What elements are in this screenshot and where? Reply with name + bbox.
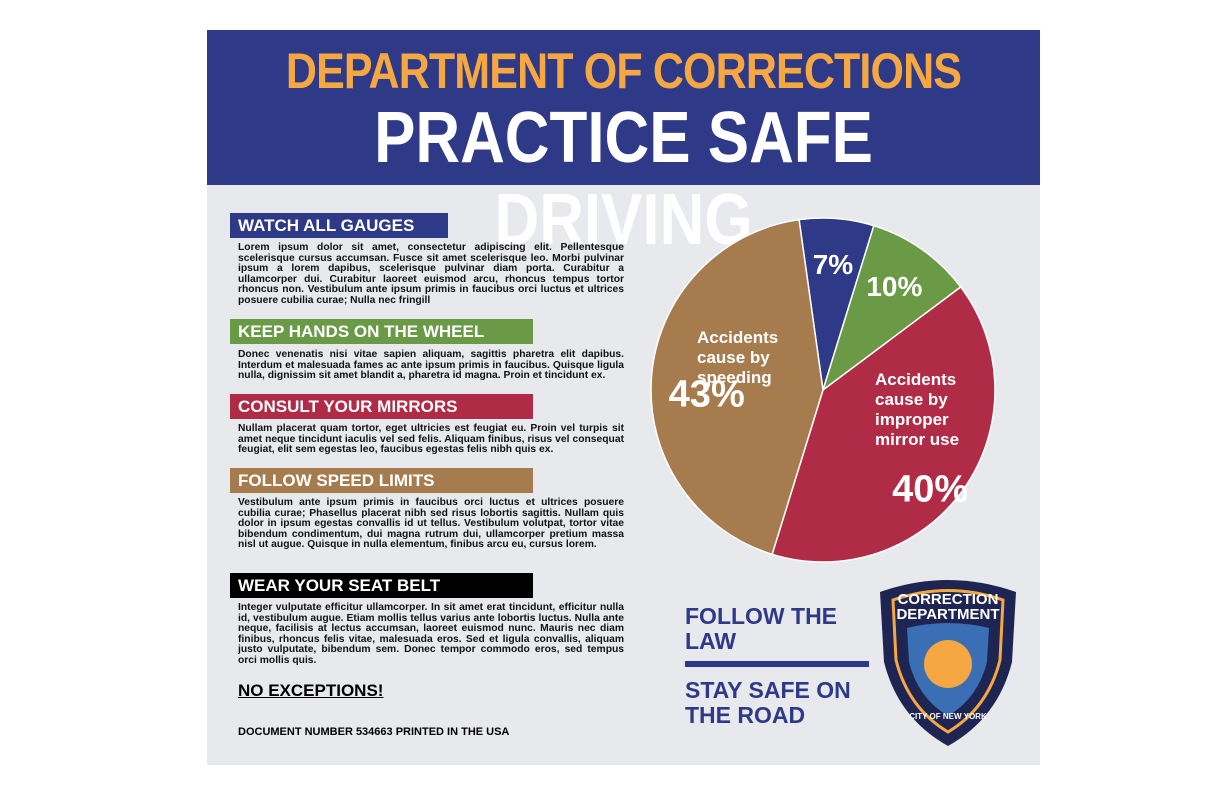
pie-slice: [771, 285, 996, 563]
value-label: 10%: [866, 271, 922, 302]
section-body: Donec venenatis nisi vitae sapien aliqua…: [238, 349, 624, 382]
category-label: Accidents cause by improper mirror use: [875, 370, 960, 449]
pie-slice: [650, 218, 824, 556]
section-body: Integer vulputate efficitur ullamcorper.…: [238, 602, 624, 666]
shield-inner: [891, 589, 1005, 734]
section-body: Nullam placerat quam tortor, eget ultric…: [238, 423, 624, 456]
section-body: Vestibulum ante ipsum primis in faucibus…: [238, 497, 624, 551]
header-title: DEPARTMENT OF CORRECTIONS: [285, 43, 962, 99]
pie-slice: [821, 224, 962, 392]
logo-top: CORRECTION DEPARTMENT: [896, 591, 1000, 623]
divider: [685, 661, 869, 667]
header-subtitle: PRACTICE SAFE DRIVING: [374, 98, 873, 260]
section-heading: KEEP HANDS ON THE WHEEL: [230, 319, 533, 344]
pie: 7% 10% 40% 43%: [650, 217, 996, 563]
category-label: Accidents cause by speeding: [697, 328, 779, 387]
section-body: Lorem ipsum dolor sit amet, consectetur …: [238, 242, 624, 306]
seal: [924, 640, 972, 688]
footer: DOCUMENT NUMBER 534663 PRINTED IN THE US…: [238, 726, 510, 738]
section-heading: WATCH ALL GAUGES: [230, 213, 448, 238]
header: [207, 30, 1040, 185]
value-label: 43%: [669, 373, 745, 415]
slogan: STAY SAFE ON THE ROAD: [685, 677, 851, 728]
value-label: 7%: [813, 249, 854, 280]
section-heading: WEAR YOUR SEAT BELT: [230, 573, 533, 598]
section-heading: FOLLOW SPEED LIMITS: [230, 468, 533, 493]
section-heading: CONSULT YOUR MIRRORS: [230, 394, 533, 419]
closing: NO EXCEPTIONS!: [238, 681, 384, 700]
slogan: FOLLOW THE LAW: [685, 603, 838, 654]
value-label: 40%: [892, 469, 968, 511]
logo-bottom: CITY OF NEW YORK: [909, 712, 987, 721]
